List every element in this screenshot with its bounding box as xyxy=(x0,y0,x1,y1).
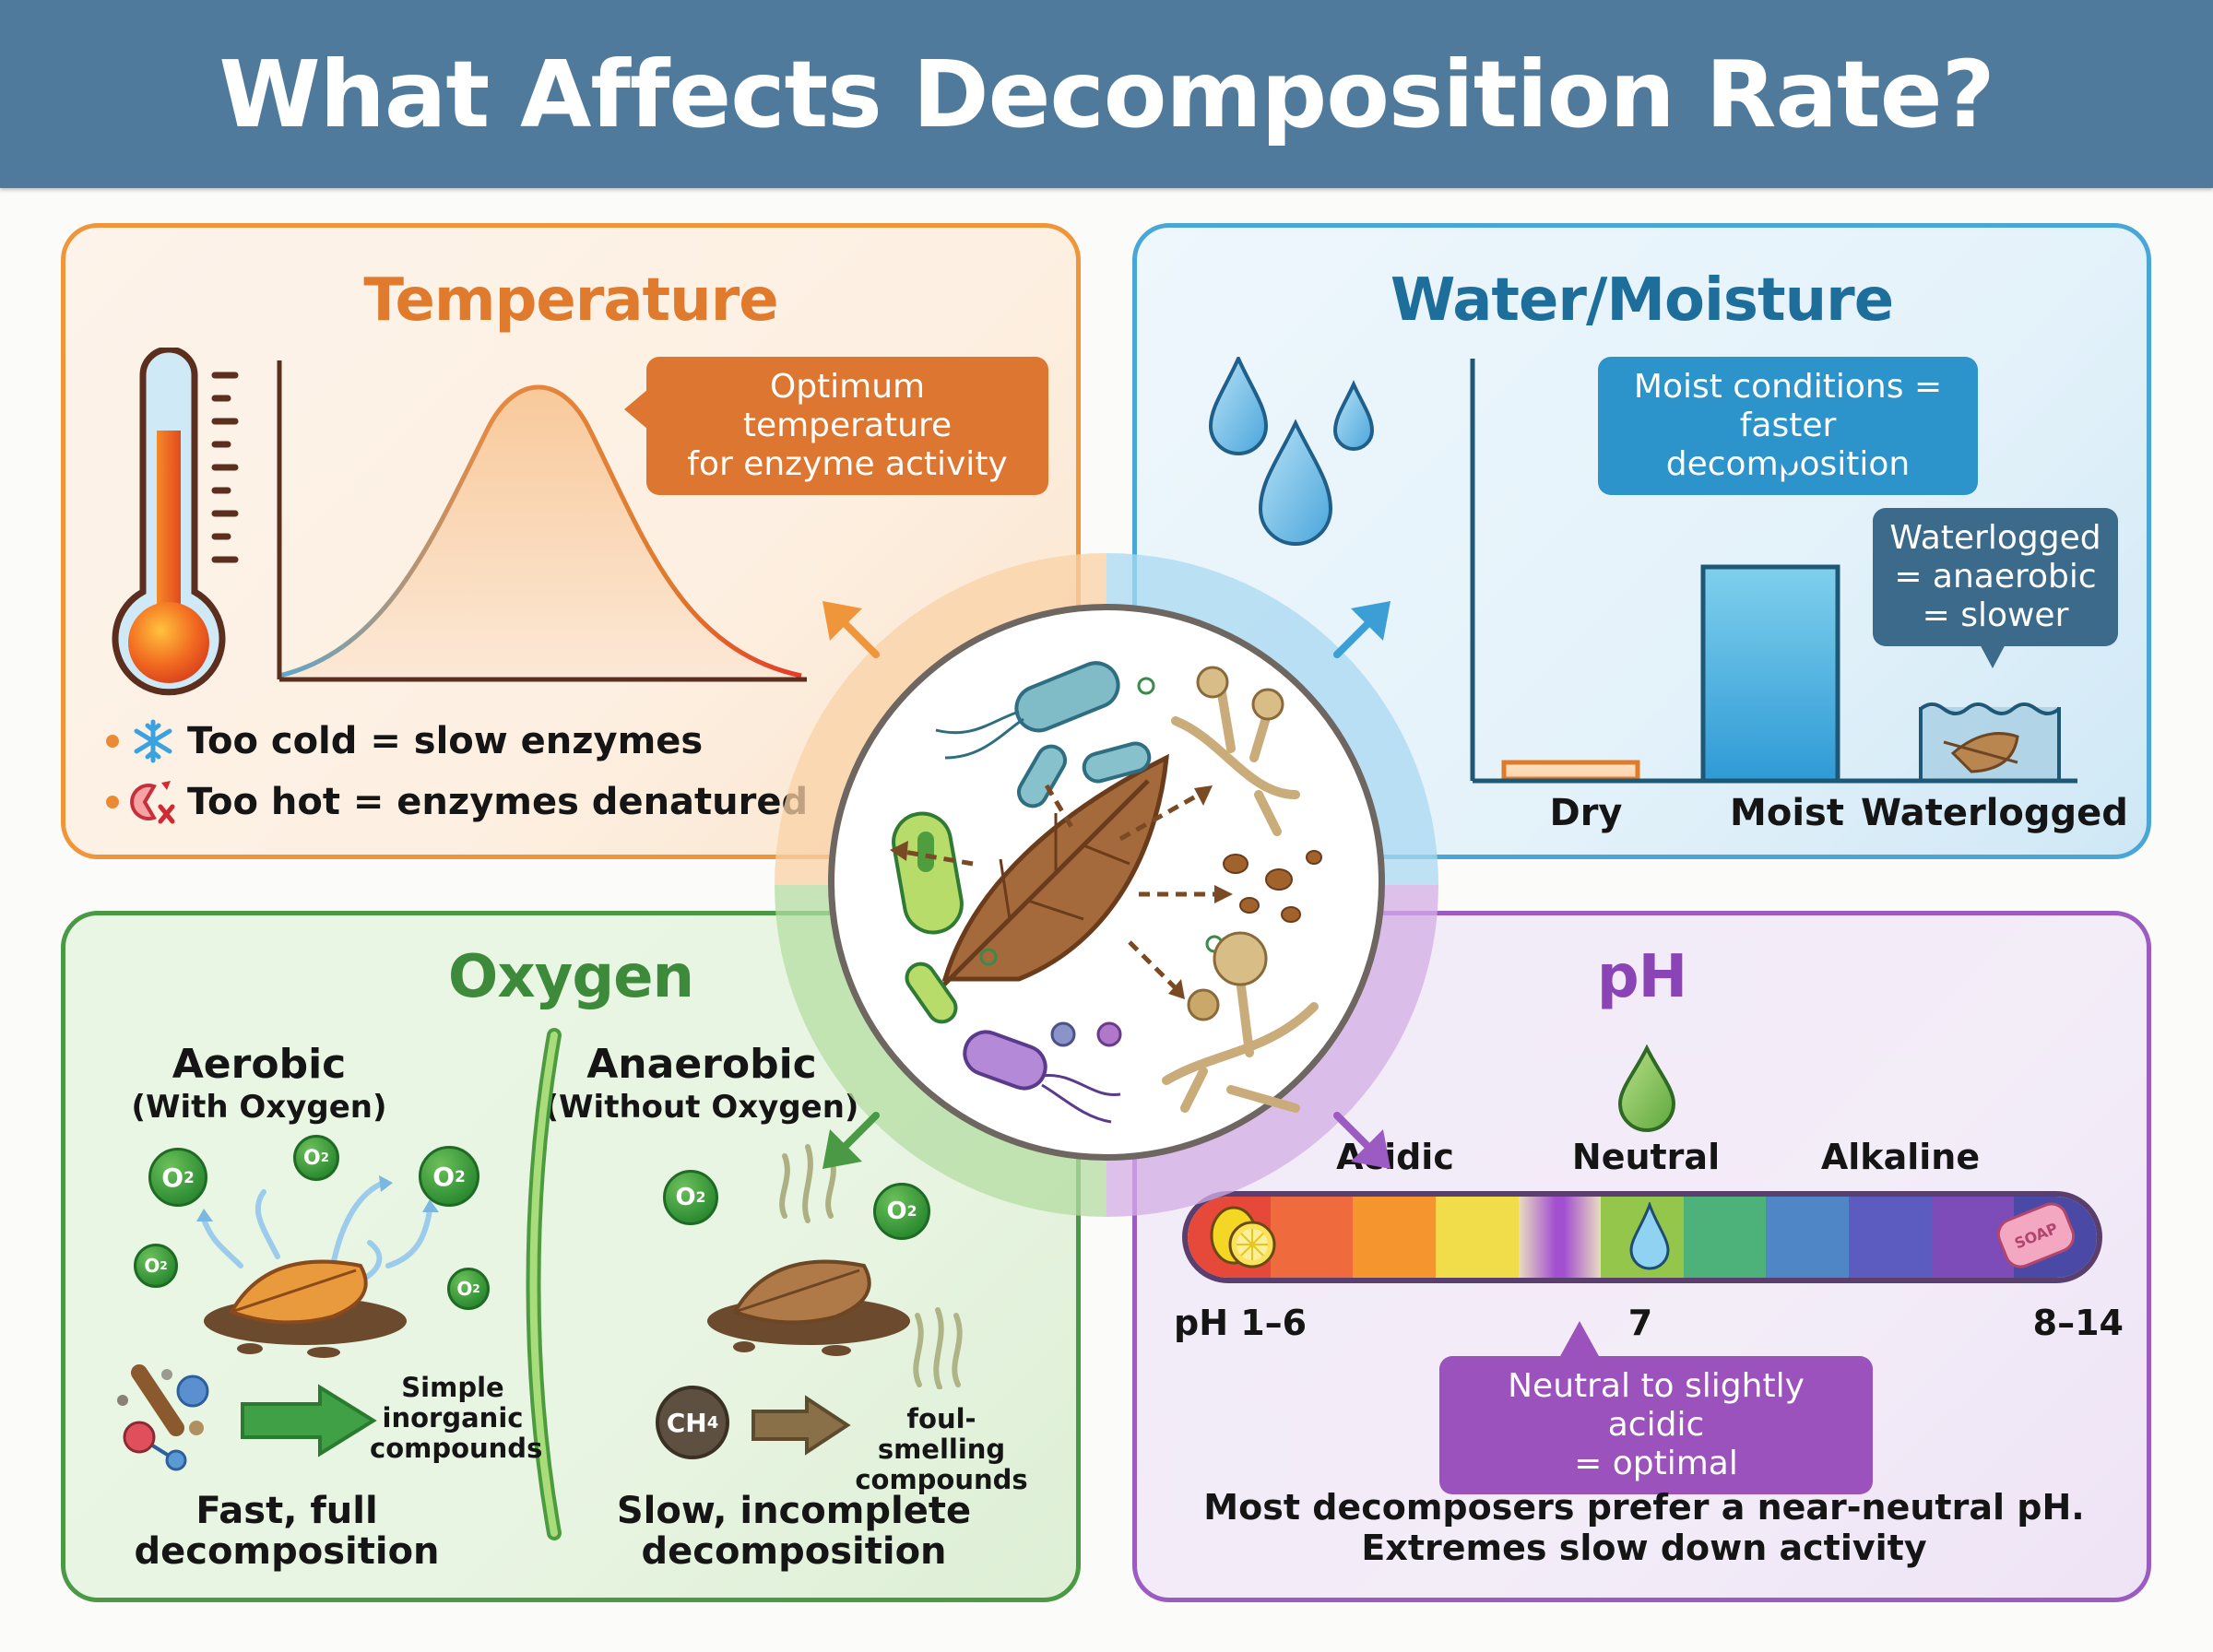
brown-arrow-icon xyxy=(751,1395,851,1456)
ph-segment xyxy=(1683,1197,1767,1278)
label-line: Slow, incomplete xyxy=(616,1490,972,1532)
water-drops-icon xyxy=(1208,357,1375,546)
aerobic-heading: Aerobic xyxy=(172,1041,347,1088)
ph-segment xyxy=(1270,1197,1354,1278)
callout-pointer xyxy=(1978,641,2007,668)
label-line: decomposition xyxy=(641,1530,947,1573)
temperature-curve-chart xyxy=(277,360,807,682)
bullet-text: Too cold = slow enzymes xyxy=(187,720,704,762)
ph-high-value: 8–14 xyxy=(2032,1303,2124,1343)
water-drop-icon xyxy=(1629,1202,1670,1270)
ph-segment xyxy=(1435,1197,1519,1278)
green-arrow-icon xyxy=(241,1384,377,1457)
aerobic-subheading: (With Oxygen) xyxy=(131,1089,387,1126)
fungi-hyphae-icon xyxy=(1162,689,1319,1113)
odor-wavy-lines-icon xyxy=(913,1307,963,1389)
moisture-bar-chart xyxy=(1470,359,2077,784)
green-bacterium-icon xyxy=(892,811,964,935)
alkaline-label: Alkaline xyxy=(1820,1137,1981,1177)
callout-line: Waterlogged xyxy=(1889,519,2101,557)
bar-label-moist: Moist xyxy=(1730,792,1844,834)
anaerobic-heading: Anaerobic xyxy=(586,1041,817,1088)
callout-line: Neutral to slightly acidic xyxy=(1508,1367,1805,1444)
oxygen-title: Oxygen xyxy=(447,943,694,1011)
callout-line: for enzyme activity xyxy=(687,445,1008,483)
ph-title: pH xyxy=(1596,943,1687,1011)
aerobic-product-label: Simple inorganic compounds xyxy=(370,1372,543,1464)
optimum-temperature-callout: Optimum temperature for enzyme activity xyxy=(646,357,1048,495)
label-line: foul-smelling xyxy=(877,1403,1006,1465)
methane-molecule-icon: CH 4 xyxy=(656,1386,729,1459)
ph-low-value: pH 1–6 xyxy=(1174,1303,1308,1343)
temperature-title: Temperature xyxy=(363,266,778,335)
footer-line: Most decomposers prefer a near-neutral p… xyxy=(1203,1487,2085,1528)
bullet-dot xyxy=(106,735,119,748)
thermometer-icon xyxy=(112,348,239,696)
callout-line: Optimum temperature xyxy=(742,368,953,444)
ph-segment xyxy=(1353,1197,1436,1278)
callout-pointer xyxy=(624,389,648,430)
blue-bacterium-icon xyxy=(935,661,1120,760)
callout-line: = slower xyxy=(1922,596,2069,634)
ph-segment xyxy=(1766,1197,1850,1278)
bullet-text: Too hot = enzymes denatured xyxy=(187,781,809,823)
callout-line: = optimal xyxy=(1574,1445,1738,1482)
label-line: Fast, full xyxy=(195,1490,378,1532)
callout-line: = anaerobic xyxy=(1894,558,2097,596)
lemon-icon xyxy=(1210,1206,1276,1268)
decomposers-circle xyxy=(828,604,1385,1161)
water-moisture-panel: Water/Moisture Moist conditions = faster… xyxy=(1132,223,2151,859)
ph-neutral-value: 7 xyxy=(1627,1303,1653,1343)
label-line: decomposition xyxy=(134,1530,440,1573)
waterlogged-callout: Waterlogged = anaerobic = slower xyxy=(1873,508,2118,646)
callout-pointer xyxy=(1559,1321,1600,1358)
aerobic-result: Fast, full decomposition xyxy=(130,1491,444,1572)
snowflake-icon xyxy=(134,719,172,763)
section-divider xyxy=(526,1028,562,1540)
oxygen-panel: Oxygen Aerobic (With Oxygen) Anaerobic (… xyxy=(61,911,1081,1602)
organic-molecules-icon xyxy=(117,1364,209,1471)
ph-segment xyxy=(1518,1197,1602,1278)
too-hot-bullet: Too hot = enzymes denatured xyxy=(106,777,808,827)
label-line: Simple xyxy=(401,1372,504,1403)
callout-pointer xyxy=(1771,447,1805,475)
bullet-dot xyxy=(106,796,119,808)
anaerobic-leaf-soil-icon xyxy=(707,1259,910,1356)
page-title: What Affects Decomposition Rate? xyxy=(219,40,1994,148)
denatured-enzyme-icon xyxy=(130,781,175,824)
anaerobic-product-label: foul-smelling compounds xyxy=(849,1404,1034,1495)
neutral-label: Neutral xyxy=(1571,1137,1721,1177)
water-title: Water/Moisture xyxy=(1390,266,1894,335)
anaerobic-subheading: (Without Oxygen) xyxy=(544,1089,859,1126)
anaerobic-result: Slow, incomplete decomposition xyxy=(609,1491,978,1572)
label-line: inorganic xyxy=(382,1402,524,1434)
aerobic-leaf-soil-icon xyxy=(204,1259,407,1358)
label-line: compounds xyxy=(370,1433,543,1464)
purple-bacterium-icon xyxy=(963,1030,1121,1124)
title-banner: What Affects Decomposition Rate? xyxy=(0,0,2213,188)
callout-line: Moist conditions = xyxy=(1633,368,1943,406)
too-cold-bullet: Too cold = slow enzymes xyxy=(106,718,703,764)
footer-line: Extremes slow down activity xyxy=(1361,1528,1927,1568)
label-line: compounds xyxy=(855,1464,1028,1495)
bar-label-dry: Dry xyxy=(1549,792,1623,834)
neutral-drop-icon xyxy=(1617,1044,1676,1132)
optimal-ph-callout: Neutral to slightly acidic = optimal xyxy=(1439,1356,1873,1494)
ph-segment xyxy=(1849,1197,1932,1278)
decomposers-illustration xyxy=(890,661,1322,1124)
ph-footer-text: Most decomposers prefer a near-neutral p… xyxy=(1174,1487,2114,1568)
bar-label-waterlogged: Waterlogged xyxy=(1861,792,2128,834)
temperature-panel: Temperature xyxy=(61,223,1081,859)
